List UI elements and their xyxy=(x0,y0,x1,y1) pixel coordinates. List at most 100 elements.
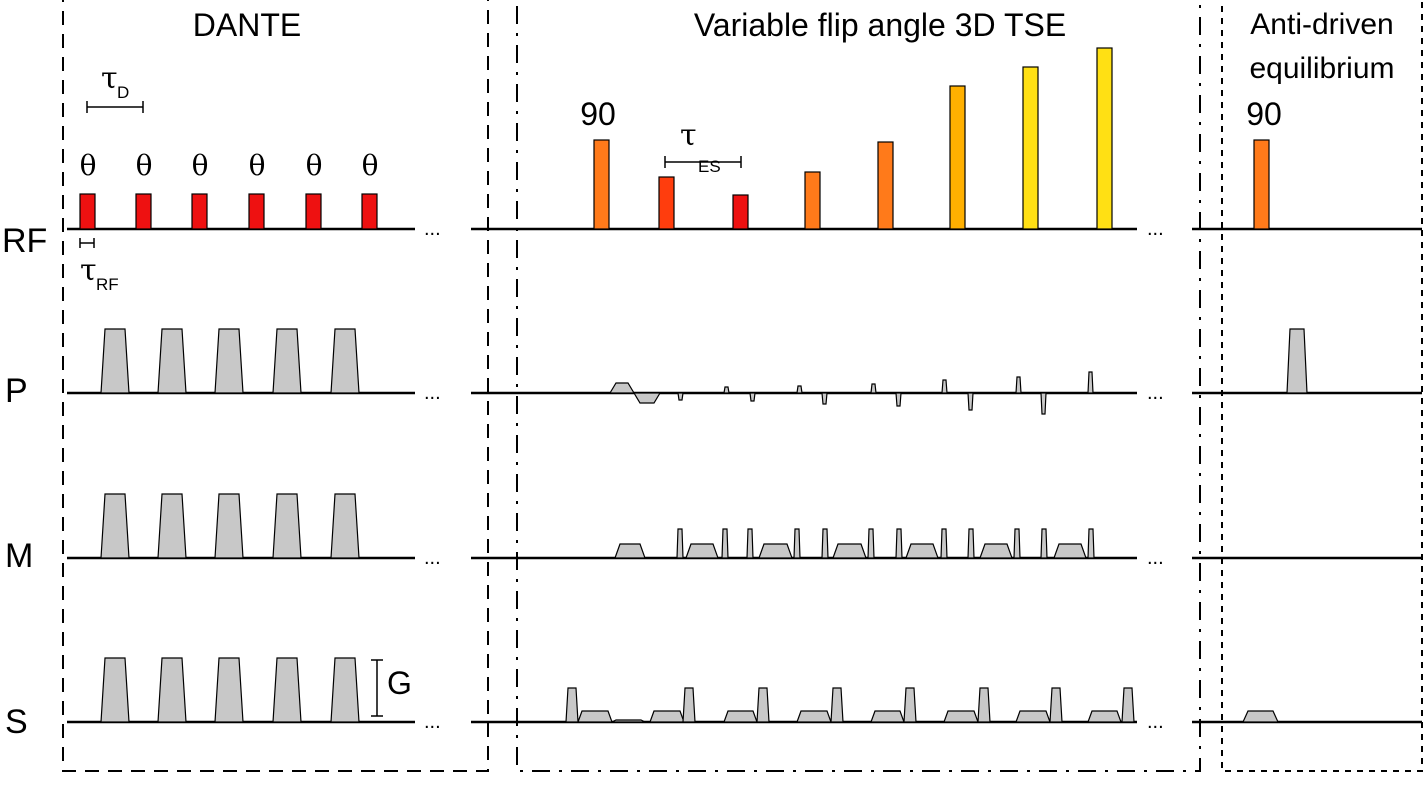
gradient-lobe-p-4 xyxy=(272,328,302,394)
gradient-lobe-s-55 xyxy=(796,710,832,723)
continuation-ellipses: ........................ xyxy=(424,218,1164,733)
ninety-label-tse: 90 xyxy=(580,96,616,132)
gradient-lobe-m-43 xyxy=(867,528,875,559)
gradient-lobe-m-47 xyxy=(1013,528,1021,559)
ninety-label-anti: 90 xyxy=(1246,96,1282,132)
dante-rf-pulse-2 xyxy=(135,193,152,230)
tse-rf-pulse-4 xyxy=(804,171,821,230)
gradient-lobe-p-5 xyxy=(330,328,360,394)
theta-label-1: θ xyxy=(80,149,97,182)
gradient-lobe-m-10 xyxy=(330,493,360,559)
gradient-lobe-s-63 xyxy=(903,687,917,723)
theta-label-2: θ xyxy=(136,149,153,182)
gradient-lobe-m-32 xyxy=(685,543,719,559)
gradient-lobe-m-9 xyxy=(272,493,302,559)
gradient-lobe-p-27 xyxy=(1015,376,1022,394)
gradient-amplitude-marker xyxy=(371,659,383,717)
dante-title: DANTE xyxy=(193,7,301,43)
gradient-lobe-s-54 xyxy=(723,710,758,723)
gradient-lobe-s-12 xyxy=(157,657,187,723)
gradient-lobe-p-2 xyxy=(157,328,187,394)
tau-d-subscript: D xyxy=(117,83,129,102)
dante-rf-pulse-5 xyxy=(305,193,322,230)
gradient-lobe-s-57 xyxy=(943,710,979,723)
row-label-m: M xyxy=(5,537,33,575)
gradient-lobe-s-56 xyxy=(870,710,905,723)
tse-rf-pulse-5 xyxy=(877,141,894,230)
gradient-label: G xyxy=(387,665,412,701)
gradient-lobe-s-59 xyxy=(1087,710,1122,723)
dante-rf-pulse-6 xyxy=(361,193,378,230)
gradient-lobe-s-61 xyxy=(756,687,770,723)
gradient-lobe-s-14 xyxy=(272,657,302,723)
gradient-lobe-m-33 xyxy=(758,543,793,559)
tau-d-marker xyxy=(86,101,144,113)
gradient-lobe-p-19 xyxy=(723,386,730,394)
tau-rf-symbol: τ xyxy=(80,253,97,288)
tau-d-symbol: τ xyxy=(101,61,118,96)
tse-rf-pulse-1 xyxy=(593,139,610,230)
gradient-lobe-p-17 xyxy=(632,392,662,404)
dante-rf-pulse-1 xyxy=(79,193,96,230)
gradient-lobe-p-24 xyxy=(895,392,902,407)
tse-title: Variable flip angle 3D TSE xyxy=(694,7,1066,43)
gradient-lobe-p-3 xyxy=(214,328,244,394)
gradient-lobe-p-28 xyxy=(1040,392,1047,415)
tse-rf-pulse-6 xyxy=(949,85,966,230)
gradient-lobe-p-1 xyxy=(100,328,130,394)
timing-axes xyxy=(67,227,1422,724)
ellipsis-rf-2: ... xyxy=(1147,218,1164,240)
tau-es-symbol: τ xyxy=(680,118,697,153)
gradient-lobe-m-48 xyxy=(1040,528,1048,559)
anti-driven-section-box xyxy=(1221,0,1423,772)
gradient-lobe-p-18 xyxy=(677,392,684,401)
gradient-lobe-m-37 xyxy=(1053,543,1087,559)
tau-es-subscript: ES xyxy=(698,157,721,176)
gradient-lobe-s-65 xyxy=(1049,687,1063,723)
rf-pulses xyxy=(79,47,1270,230)
gradient-lobe-p-20 xyxy=(749,392,756,402)
row-label-s: S xyxy=(5,703,28,741)
ellipsis-s-1: ... xyxy=(424,711,441,733)
gradient-lobe-s-64 xyxy=(977,687,991,723)
gradient-lobe-s-62 xyxy=(830,687,844,723)
gradient-lobe-m-8 xyxy=(214,493,244,559)
tau-rf-marker xyxy=(79,238,95,248)
gradient-lobe-m-41 xyxy=(793,528,801,559)
gradient-lobe-s-53 xyxy=(649,710,685,723)
gradient-lobe-s-60 xyxy=(682,687,696,723)
theta-label-6: θ xyxy=(362,149,379,182)
tau-rf-subscript: RF xyxy=(96,275,119,294)
gradient-lobe-p-25 xyxy=(941,379,948,394)
gradient-lobe-m-39 xyxy=(721,528,729,559)
gradient-lobe-s-13 xyxy=(214,657,244,723)
gradient-lobe-m-46 xyxy=(967,528,975,559)
gradient-lobe-m-7 xyxy=(157,493,187,559)
gradient-lobe-m-42 xyxy=(821,528,829,559)
tse-rf-pulse-3 xyxy=(732,194,749,230)
gradient-lobe-p-23 xyxy=(870,383,877,394)
tse-rf-pulse-8 xyxy=(1096,47,1113,230)
ellipsis-m-1: ... xyxy=(424,547,441,569)
gradient-lobe-p-30 xyxy=(1286,328,1308,394)
gradient-lobe-p-21 xyxy=(796,385,803,394)
gradient-lobe-m-38 xyxy=(676,528,684,559)
theta-label-3: θ xyxy=(192,149,209,182)
dante-rf-pulse-3 xyxy=(191,193,208,230)
ellipsis-rf-1: ... xyxy=(424,218,441,240)
gradient-lobe-m-44 xyxy=(895,528,903,559)
anti-driven-title-line2: equilibrium xyxy=(1249,52,1394,85)
gradient-lobe-m-49 xyxy=(1087,528,1095,559)
gradient-lobe-p-26 xyxy=(967,392,974,411)
gradient-lobe-m-36 xyxy=(979,543,1013,559)
gradient-lobe-s-52 xyxy=(611,719,646,723)
gradient-lobe-s-51 xyxy=(577,710,613,723)
dante-rf-pulse-4 xyxy=(248,193,265,230)
theta-label-4: θ xyxy=(249,149,266,182)
ellipsis-m-2: ... xyxy=(1147,547,1164,569)
gradient-lobe-m-6 xyxy=(100,493,130,559)
tau-es-marker xyxy=(664,156,742,168)
ellipsis-p-1: ... xyxy=(424,382,441,404)
